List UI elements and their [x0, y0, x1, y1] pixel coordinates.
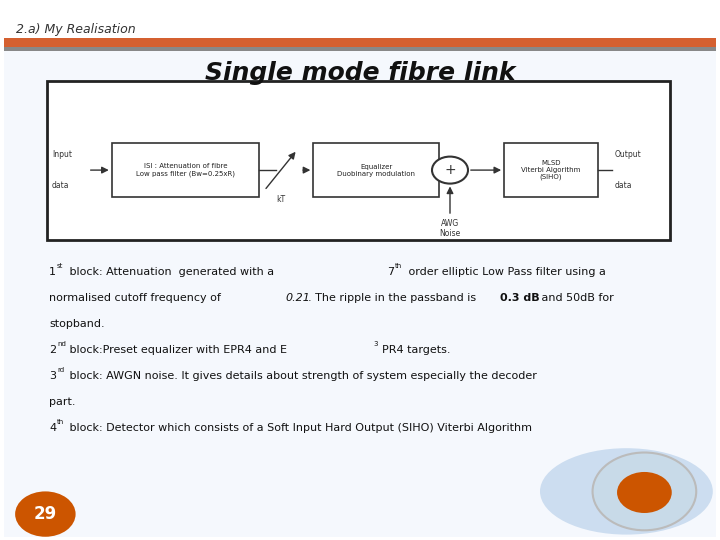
Text: . The ripple in the passband is: . The ripple in the passband is — [308, 293, 480, 303]
Text: AWG
Noise: AWG Noise — [439, 219, 461, 238]
Bar — [4, 38, 716, 49]
Text: 29: 29 — [34, 505, 57, 523]
Text: ISI : Attenuation of fibre
Low pass filter (Bw=0.25xR): ISI : Attenuation of fibre Low pass filt… — [136, 163, 235, 177]
Text: nd: nd — [57, 341, 66, 347]
Text: Input: Input — [52, 151, 72, 159]
Text: PR4 targets.: PR4 targets. — [382, 345, 450, 355]
Text: +: + — [444, 163, 456, 177]
Text: 4: 4 — [49, 423, 56, 433]
Text: block: Attenuation  generated with a: block: Attenuation generated with a — [66, 267, 277, 278]
Text: Single mode fibre link: Single mode fibre link — [204, 61, 516, 85]
Text: data: data — [614, 181, 631, 190]
Text: 0.21: 0.21 — [285, 293, 310, 303]
Text: th: th — [395, 264, 402, 269]
Text: part.: part. — [49, 397, 76, 407]
Text: th: th — [57, 419, 64, 425]
Bar — [47, 81, 670, 240]
Text: Equalizer
Duobinary modulation: Equalizer Duobinary modulation — [337, 164, 415, 177]
Text: 3: 3 — [374, 341, 378, 347]
Text: 3: 3 — [49, 371, 56, 381]
Text: 0.3 dB: 0.3 dB — [500, 293, 539, 303]
Circle shape — [617, 472, 672, 513]
Text: MLSD
Viterbi Algorithm
(SIHO): MLSD Viterbi Algorithm (SIHO) — [521, 160, 580, 180]
Circle shape — [15, 491, 76, 537]
Text: block:Preset equalizer with EPR4 and E: block:Preset equalizer with EPR4 and E — [66, 345, 287, 355]
Ellipse shape — [540, 448, 713, 535]
Text: st: st — [57, 264, 63, 269]
Text: 7: 7 — [387, 267, 395, 278]
Text: order elliptic Low Pass filter using a: order elliptic Low Pass filter using a — [405, 267, 606, 278]
Text: rd: rd — [57, 367, 64, 373]
Bar — [313, 143, 439, 197]
Bar — [112, 143, 259, 197]
Circle shape — [432, 157, 468, 184]
Text: data: data — [52, 181, 69, 190]
Text: kT: kT — [276, 195, 285, 204]
Bar — [4, 47, 716, 51]
Text: 1: 1 — [49, 267, 56, 278]
Text: block: AWGN noise. It gives details about strength of system especially the deco: block: AWGN noise. It gives details abou… — [66, 371, 536, 381]
Text: Output: Output — [614, 151, 641, 159]
Bar — [504, 143, 598, 197]
Text: 2.a) My Realisation: 2.a) My Realisation — [16, 23, 135, 36]
Text: and 50dB for: and 50dB for — [538, 293, 613, 303]
Text: 2: 2 — [49, 345, 56, 355]
Text: normalised cutoff frequency of: normalised cutoff frequency of — [49, 293, 225, 303]
Text: block: Detector which consists of a Soft Input Hard Output (SIHO) Viterbi Algori: block: Detector which consists of a Soft… — [66, 423, 531, 433]
Text: stopband.: stopband. — [49, 319, 104, 329]
Circle shape — [593, 453, 696, 530]
